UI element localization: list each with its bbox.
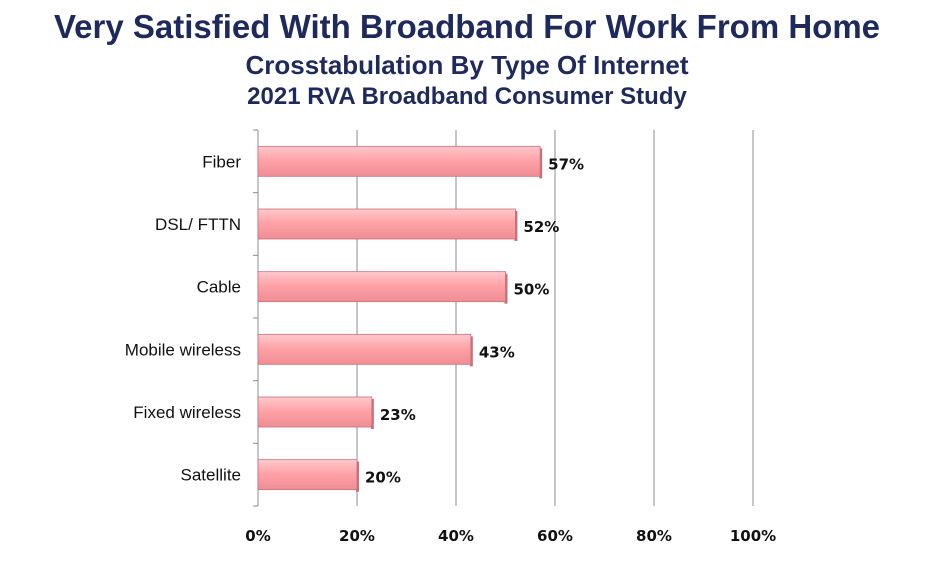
chart-title: Very Satisfied With Broadband For Work F… (53, 8, 881, 45)
bar-cable (257, 271, 506, 303)
bar-shadow (356, 461, 359, 492)
category-label: Fixed wireless (133, 403, 241, 422)
bar-mobile-wireless (257, 333, 472, 365)
value-label: 57% (548, 155, 584, 173)
bar-shadow (514, 211, 518, 241)
bar-shadow (469, 336, 473, 367)
bar-shadow (539, 148, 543, 179)
bar-fiber (257, 145, 541, 177)
x-tick-label: 60% (537, 527, 573, 545)
bar-shadow (504, 273, 508, 304)
value-label: 50% (514, 281, 550, 299)
value-label: 23% (380, 406, 416, 424)
chart-source-line: 2021 RVA Broadband Consumer Study (247, 83, 687, 110)
value-label: 20% (365, 469, 401, 487)
x-tick-label: 80% (636, 527, 672, 545)
bar-dsl-fttn (257, 208, 516, 240)
x-tick-label: 40% (438, 527, 474, 545)
value-label: 43% (479, 343, 515, 361)
category-label: Cable (197, 278, 241, 297)
grid-lines (253, 129, 754, 507)
bars (257, 145, 543, 492)
category-label: Satellite (181, 466, 241, 485)
bar-satellite (257, 459, 358, 491)
category-label: Fiber (202, 152, 241, 171)
labels: 0% 20% 40% 60% 80% 100% Fiber 57% DSL/ FTTN 52% Ca… (125, 152, 776, 545)
bar-shadow (370, 399, 374, 429)
value-label: 52% (523, 218, 559, 236)
category-label: DSL/ FTTN (155, 215, 241, 234)
chart-subtitle: Crosstabulation By Type Of Internet (245, 50, 689, 80)
x-tick-label: 100% (730, 527, 776, 545)
x-tick-label: 20% (339, 527, 375, 545)
category-label: Mobile wireless (125, 340, 241, 359)
x-tick-label: 0% (245, 527, 270, 545)
bar-fixed-wireless (257, 396, 373, 428)
